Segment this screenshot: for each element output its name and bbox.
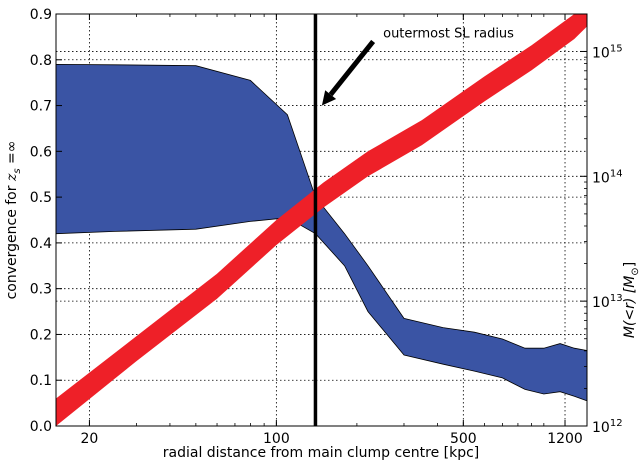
right-y-tick-label: 1013 bbox=[592, 293, 623, 311]
left-y-axis-label: convergence for zs =∞ bbox=[4, 141, 23, 300]
convergence-band bbox=[56, 63, 587, 402]
left-y-tick-label: 0.1 bbox=[30, 373, 52, 389]
left-y-tick-label: 0.8 bbox=[30, 53, 52, 69]
annotation: outermost SL radius bbox=[321, 26, 514, 106]
left-y-tick-label: 0.3 bbox=[30, 282, 52, 298]
plot-frame bbox=[55, 13, 588, 427]
mass-band bbox=[56, 14, 587, 426]
left-y-tick-label: 0.6 bbox=[30, 144, 52, 160]
x-tick-label: 1200 bbox=[547, 431, 583, 447]
left-y-tick-label: 0.5 bbox=[30, 190, 52, 206]
left-y-axis-ticks: 0.0 0.1 0.2 0.3 0.4 0.5 0.6 0.7 0.8 0.9 bbox=[30, 7, 62, 435]
annotation-arrow-head bbox=[321, 90, 337, 106]
left-y-tick-label: 0.4 bbox=[30, 236, 52, 252]
left-y-tick-label: 0.2 bbox=[30, 327, 52, 343]
right-y-axis-label: M(<r) [M⊙] bbox=[622, 262, 641, 338]
right-y-axis-ticks: 1012 1013 1014 1015 bbox=[580, 43, 623, 436]
x-tick-label: 500 bbox=[450, 431, 477, 447]
right-y-tick-label: 1015 bbox=[592, 43, 623, 61]
left-y-tick-label: 0.7 bbox=[30, 99, 52, 115]
annotation-arrow-shaft bbox=[328, 39, 376, 97]
series-layer bbox=[56, 14, 587, 426]
annotation-label: outermost SL radius bbox=[383, 26, 514, 41]
right-y-tick-label: 1014 bbox=[592, 168, 623, 186]
left-y-tick-label: 0.0 bbox=[30, 419, 52, 435]
x-axis-label: radial distance from main clump centre [… bbox=[163, 445, 480, 461]
left-y-tick-label: 0.9 bbox=[30, 7, 52, 23]
x-axis-ticks: 20 100 500 1200 bbox=[81, 14, 583, 447]
x-tick-label: 100 bbox=[263, 431, 290, 447]
right-y-tick-label: 1012 bbox=[592, 418, 623, 436]
x-tick-label: 20 bbox=[81, 431, 99, 447]
